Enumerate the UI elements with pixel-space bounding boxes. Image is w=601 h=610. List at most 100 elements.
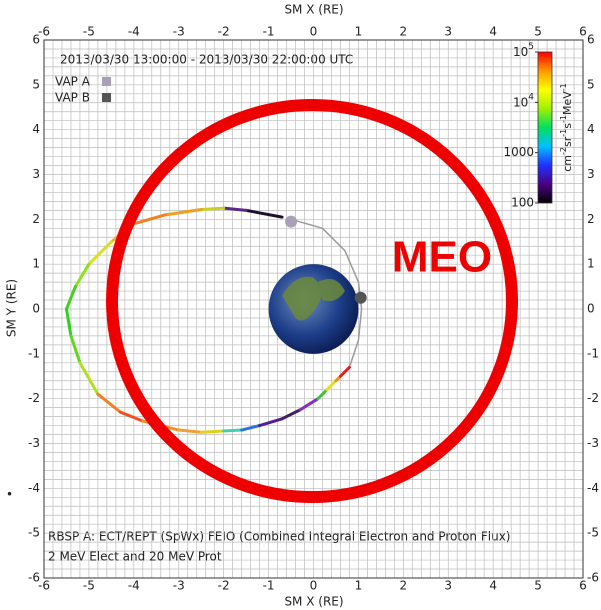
legend-label: VAP B [55,91,90,105]
orbit-segment [87,240,113,266]
y-tick-label: 4 [32,122,40,136]
x-tick-label: 3 [444,579,452,593]
orbit-segment [199,206,226,211]
x-tick-label: 1 [355,579,363,593]
y-tick-label: 1 [32,257,40,271]
legend-label: VAP A [55,75,91,89]
x-tick-label: 5 [534,579,542,593]
x-tick-label: 0 [310,25,318,39]
x-tick-label: -6 [38,579,50,593]
x-axis-title: SM X (RE) [284,595,343,609]
orbit-segment [325,379,338,392]
orbit-segment [118,410,145,423]
y-tick-label: -1 [587,346,599,360]
unit-exponent: -1 [559,115,568,123]
x-tick-label: 6 [579,25,587,39]
y-tick-label: 2 [587,212,595,226]
unit-base: s [561,123,574,129]
unit-exponent: -1 [559,129,568,137]
x-tick-label: 3 [444,25,452,39]
x-tick-label: -1 [263,579,275,593]
orbit-segment [78,361,100,396]
tick-base: 10 [513,45,528,59]
unit-exponent: -1 [559,83,568,91]
orbit-segment [199,429,226,434]
x-tick-label: -2 [218,579,230,593]
x-tick-label: -4 [128,25,140,39]
y-tick-label: 5 [587,77,595,91]
colorbar-tick-label: 100 [511,196,534,210]
y-tick-label: -3 [587,436,599,450]
orbit-segment [338,365,351,378]
y-tick-label: -1 [28,346,40,360]
y-tick-label: -4 [587,481,599,495]
spacecraft [354,291,367,304]
annotation-circle [106,99,518,503]
y-tick-label: 3 [32,167,40,181]
colorbar-tick-label: 105 [513,42,534,59]
y-tick-label: -4 [28,481,40,495]
x-tick-label: 1 [355,25,363,39]
x-tick-label: -2 [218,25,230,39]
plot-frame [43,39,584,579]
orbit-segment [177,428,203,434]
unit-exponent: -2 [559,147,568,155]
legend-swatch [102,77,111,86]
earth-land [282,276,345,321]
colorbar-tick-label: 1000 [503,145,534,159]
trajectory [290,218,363,368]
note: RBSP A: ECT/REPT (SpWx) FEIO (Combined I… [48,530,510,544]
y-tick-label: -5 [28,526,40,540]
colorbar-title: cm-2sr-1s-1MeV-1 [559,83,575,172]
colorbar [537,51,553,204]
x-tick-label: -3 [173,25,185,39]
orbit-segment [222,206,248,212]
orbit-segment [240,424,262,432]
x-tick-label: 4 [489,25,497,39]
y-axis-title: SM Y (RE) [5,279,19,337]
orbit-segment [163,207,203,217]
y-tick-label: -3 [28,436,40,450]
y-tick-label: 0 [587,302,595,316]
note: 2 MeV Elect and 20 MeV Prot [48,550,222,564]
orbit-segment [64,307,73,338]
x-tick-label: 6 [579,579,587,593]
unit-base: MeV [561,91,574,115]
y-tick-label: -5 [587,526,599,540]
x-axis-title: SM X (RE) [284,3,343,17]
spacecraft [285,215,298,228]
x-tick-label: -4 [128,579,140,593]
orbit-segment [222,428,244,433]
tick-exponent: 5 [528,42,534,52]
x-tick-label: -5 [83,25,95,39]
y-tick-label: 2 [32,212,40,226]
orbit-segment [64,285,77,311]
y-tick-label: 3 [587,167,595,181]
orbit-segment [96,392,122,414]
orbit-segment [132,213,167,226]
orbit-segment [244,208,284,219]
orbit-segment [69,334,82,365]
unit-base: cm [561,155,574,172]
unit-base: sr [561,136,574,147]
list-marker: • [6,488,13,502]
plot-title: 2013/03/30 13:00:00 - 2013/03/30 22:00:0… [60,53,353,67]
y-tick-label: 6 [587,33,595,47]
y-tick-label: 0 [32,302,40,316]
y-tick-label: 4 [587,122,595,136]
x-tick-label: -1 [263,25,275,39]
x-tick-label: 5 [534,25,542,39]
y-tick-label: 1 [587,257,595,271]
x-tick-label: 2 [400,25,408,39]
orbit-segment [258,417,284,428]
x-tick-label: -3 [173,579,185,593]
x-tick-label: 2 [400,579,408,593]
orbit-segment [298,397,320,412]
x-tick-label: 0 [310,579,318,593]
x-tick-label: -5 [83,579,95,593]
tick-base: 10 [513,95,528,109]
legend-swatch [102,93,111,102]
y-tick-label: 6 [32,33,40,47]
orbit-segment [316,388,329,401]
x-tick-label: 4 [489,579,497,593]
